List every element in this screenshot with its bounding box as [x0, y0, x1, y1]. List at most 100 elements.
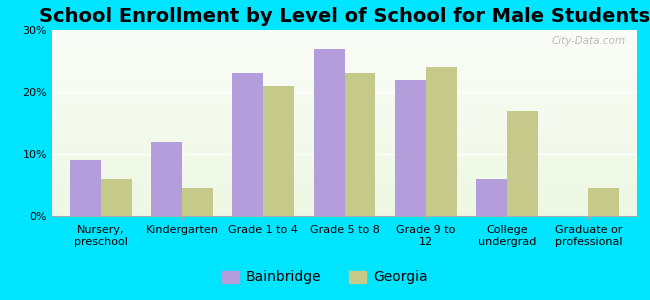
Bar: [52, 30, 637, 31]
Bar: [70, 160, 101, 216]
Bar: [52, 109, 637, 110]
Bar: [52, 61, 637, 62]
Bar: [52, 200, 637, 201]
Bar: [52, 59, 637, 60]
Bar: [52, 85, 637, 86]
Bar: [52, 64, 637, 65]
Bar: [151, 142, 182, 216]
Bar: [344, 74, 376, 216]
Bar: [52, 31, 637, 32]
Bar: [52, 86, 637, 87]
Bar: [52, 214, 637, 215]
Bar: [52, 105, 637, 106]
Bar: [52, 133, 637, 134]
Bar: [52, 127, 637, 128]
Bar: [52, 118, 637, 119]
Bar: [52, 71, 637, 72]
Bar: [52, 43, 637, 44]
Bar: [52, 70, 637, 71]
Bar: [52, 68, 637, 69]
Bar: [52, 160, 637, 161]
Bar: [52, 131, 637, 132]
Bar: [52, 42, 637, 43]
Bar: [52, 94, 637, 95]
Bar: [52, 95, 637, 96]
Bar: [52, 123, 637, 124]
Bar: [52, 101, 637, 102]
Bar: [52, 112, 637, 113]
Bar: [52, 66, 637, 67]
Bar: [52, 106, 637, 107]
Bar: [52, 155, 637, 157]
Bar: [52, 176, 637, 177]
Bar: [52, 210, 637, 211]
Bar: [52, 62, 637, 64]
Bar: [52, 126, 637, 127]
Bar: [52, 167, 637, 168]
Bar: [52, 52, 637, 53]
Bar: [52, 175, 637, 176]
Bar: [52, 204, 637, 205]
Title: School Enrollment by Level of School for Male Students: School Enrollment by Level of School for…: [39, 7, 650, 26]
Text: City-Data.com: City-Data.com: [551, 36, 625, 46]
Bar: [52, 151, 637, 152]
Bar: [52, 48, 637, 49]
Bar: [52, 172, 637, 173]
Bar: [52, 203, 637, 204]
Bar: [52, 189, 637, 190]
Bar: [52, 32, 637, 33]
Bar: [52, 40, 637, 41]
Bar: [52, 148, 637, 149]
Bar: [52, 121, 637, 122]
Bar: [52, 213, 637, 214]
Bar: [588, 188, 619, 216]
Bar: [52, 147, 637, 148]
Bar: [52, 207, 637, 208]
Bar: [52, 92, 637, 93]
Bar: [52, 174, 637, 175]
Bar: [52, 212, 637, 213]
Bar: [52, 110, 637, 111]
Bar: [52, 144, 637, 145]
Bar: [52, 211, 637, 212]
Bar: [52, 38, 637, 39]
Bar: [233, 74, 263, 216]
Bar: [52, 88, 637, 89]
Bar: [52, 100, 637, 101]
Bar: [52, 165, 637, 166]
Bar: [52, 98, 637, 99]
Bar: [52, 53, 637, 54]
Bar: [52, 130, 637, 131]
Bar: [52, 73, 637, 74]
Bar: [52, 198, 637, 199]
Bar: [52, 57, 637, 58]
Bar: [52, 103, 637, 104]
Bar: [52, 149, 637, 150]
Bar: [52, 44, 637, 45]
Bar: [52, 77, 637, 78]
Bar: [52, 184, 637, 185]
Bar: [52, 72, 637, 73]
Bar: [52, 163, 637, 164]
Bar: [52, 180, 637, 181]
Bar: [52, 164, 637, 165]
Bar: [52, 104, 637, 105]
Bar: [476, 179, 507, 216]
Bar: [52, 114, 637, 115]
Bar: [52, 179, 637, 180]
Bar: [52, 209, 637, 210]
Bar: [52, 93, 637, 94]
Bar: [52, 187, 637, 188]
Bar: [52, 56, 637, 57]
Bar: [52, 194, 637, 195]
Bar: [52, 196, 637, 197]
Bar: [52, 79, 637, 80]
Bar: [52, 182, 637, 183]
Bar: [52, 136, 637, 137]
Bar: [52, 37, 637, 38]
Bar: [52, 153, 637, 154]
Bar: [52, 125, 637, 126]
Bar: [52, 208, 637, 209]
Bar: [52, 128, 637, 129]
Bar: [52, 158, 637, 159]
